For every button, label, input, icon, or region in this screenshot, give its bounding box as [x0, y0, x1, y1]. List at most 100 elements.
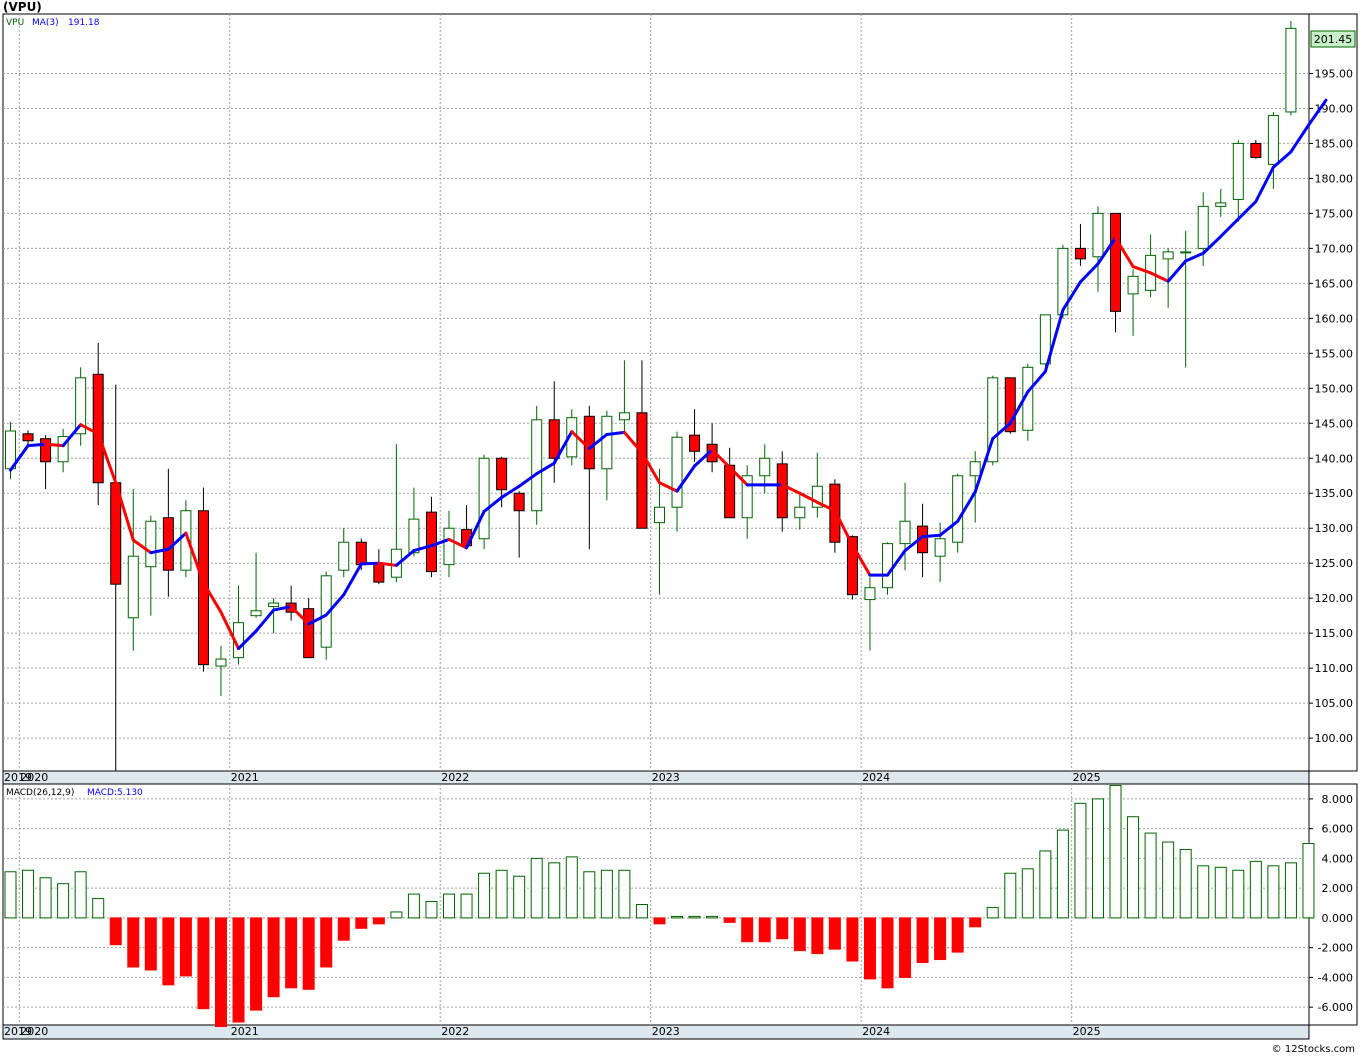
candle: [671, 431, 683, 532]
macd-bar-positive: [513, 875, 526, 919]
ma3-segment: [412, 544, 433, 553]
candle-body-down: [724, 464, 736, 519]
macd-tick-label: 2.000: [1322, 882, 1354, 895]
macd-bar-negative: [776, 917, 789, 940]
candle-body-down: [355, 541, 367, 566]
macd-bar-positive: [74, 871, 87, 919]
ma3-segment: [657, 481, 679, 493]
ma3-segment: [377, 561, 398, 567]
macd-bar-positive: [1039, 850, 1052, 919]
price-tick-label: 195.00: [1315, 67, 1354, 80]
candle: [1039, 314, 1051, 368]
ma3-segment: [903, 535, 925, 553]
macd-bar-positive: [600, 869, 613, 919]
ma3-segment: [342, 562, 363, 597]
ma3-segment: [570, 430, 591, 450]
candle: [1092, 206, 1104, 292]
macd-axis-frame: [1308, 783, 1358, 1026]
ma3-segment: [815, 500, 837, 513]
candle-body-up: [1197, 205, 1209, 249]
chart-title: (VPU): [3, 0, 42, 14]
macd-bar-negative: [162, 917, 175, 986]
candle-body-up: [268, 602, 280, 608]
ma3-line: [9, 98, 1328, 651]
candle: [794, 493, 806, 530]
candle-body-down: [496, 457, 508, 491]
ma3-segment: [79, 423, 100, 436]
ma3-segment: [1271, 150, 1293, 169]
ma3-segment: [184, 531, 205, 585]
macd-bar-negative: [951, 917, 964, 953]
macd-bar-positive: [460, 893, 473, 919]
candle: [776, 451, 788, 532]
candle: [373, 549, 385, 585]
candle-body-down: [548, 419, 560, 459]
ma3-segment: [622, 430, 644, 455]
ma3-segment: [26, 442, 48, 448]
macd-bar-negative: [197, 917, 210, 1010]
macd-bar-positive: [1144, 832, 1157, 919]
candle: [706, 423, 718, 473]
candle: [1267, 111, 1279, 189]
candle: [601, 410, 613, 501]
ma3-segment: [201, 581, 223, 614]
macd-bar-positive: [1249, 860, 1262, 919]
ma3-segment: [219, 610, 241, 651]
ma3-segment: [693, 448, 714, 468]
macd-legend-value: MACD:5.130: [87, 788, 143, 798]
candle: [92, 342, 104, 506]
candle-body-up: [671, 436, 683, 508]
ma3-segment: [921, 533, 942, 539]
ma3-segment: [61, 423, 83, 448]
macd-bar-positive: [530, 857, 543, 919]
candle: [180, 500, 192, 578]
candle-body-down: [40, 438, 52, 463]
candle: [1250, 139, 1262, 159]
macd-bar-negative: [144, 917, 157, 971]
macd-bar-positive: [4, 871, 17, 919]
price-x-tick-label: 2023: [652, 771, 680, 784]
ma3-segment: [166, 531, 188, 551]
ma3-segment: [482, 495, 504, 513]
price-tick-label: 135.00: [1315, 487, 1354, 500]
candle: [864, 577, 876, 651]
candle-body-up: [215, 658, 227, 667]
candle-body-down: [846, 536, 858, 596]
macd-bar-positive: [57, 883, 70, 919]
ma3-segment: [465, 509, 486, 550]
macd-bar-positive: [1021, 868, 1034, 919]
candle-body-down: [425, 511, 437, 573]
candle: [127, 489, 139, 651]
ma3-segment: [552, 430, 574, 465]
macd-bar-negative: [653, 917, 666, 925]
macd-bar-negative: [899, 917, 912, 978]
macd-bar-positive: [1232, 869, 1245, 919]
candle-body-down: [513, 492, 525, 512]
ma3-segment: [886, 549, 907, 577]
ma3-segment: [500, 484, 521, 499]
candle-body-down: [162, 517, 174, 571]
ma3-segment: [938, 519, 960, 537]
macd-bar-negative: [355, 917, 368, 929]
price-tick-label: 130.00: [1315, 522, 1354, 535]
macd-bar-positive: [443, 893, 455, 919]
macd-bar-positive: [1109, 784, 1122, 919]
legend-ma-value: 191.18: [68, 18, 100, 28]
macd-x-tick-label: 2023: [652, 1025, 680, 1038]
macd-bar-positive: [565, 856, 578, 919]
macd-x-tick-label: 2019: [4, 1025, 32, 1038]
macd-bar-positive: [1302, 843, 1315, 919]
macd-x-tick-label: 2021: [231, 1025, 259, 1038]
price-x-tick-label: 2025: [1073, 771, 1101, 784]
candle-body-down: [92, 373, 104, 484]
ma3-segment: [289, 605, 311, 626]
candle: [443, 510, 455, 578]
macd-tick-label: 6.000: [1322, 823, 1354, 836]
ma3-segment: [798, 491, 819, 504]
ma3-segment: [1043, 308, 1065, 374]
candle-body-up: [987, 377, 999, 463]
candle: [899, 482, 911, 571]
macd-tick-label: -4.000: [1318, 971, 1353, 984]
macd-bar-negative: [250, 917, 263, 1011]
macd-bar-positive: [425, 901, 438, 919]
